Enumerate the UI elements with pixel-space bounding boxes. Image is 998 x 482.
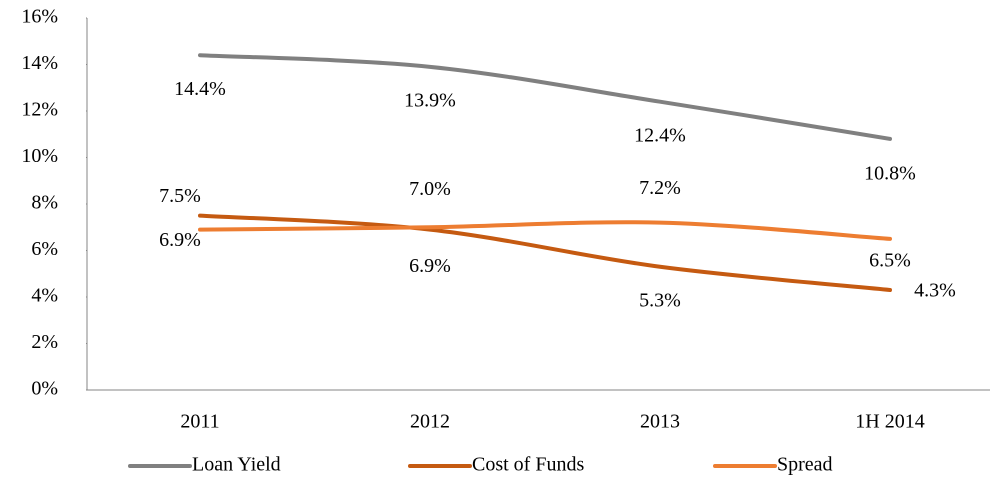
data-label: 10.8% <box>864 162 916 184</box>
y-tick-label: 8% <box>31 192 58 214</box>
y-tick-label: 14% <box>21 52 58 74</box>
y-tick-label: 2% <box>31 331 58 353</box>
x-tick-label: 2013 <box>640 411 680 433</box>
data-label: 6.5% <box>869 249 911 271</box>
legend-label: Cost of Funds <box>472 454 584 476</box>
data-label: 4.3% <box>914 280 956 302</box>
legend-label: Spread <box>777 454 833 476</box>
y-tick-label: 6% <box>31 238 58 260</box>
data-label: 5.3% <box>639 289 681 311</box>
series-line <box>198 213 892 293</box>
x-tick-label: 2011 <box>180 411 219 433</box>
data-label: 6.9% <box>159 229 201 251</box>
series-line <box>198 220 892 241</box>
data-label: 6.9% <box>409 255 451 277</box>
data-label: 13.9% <box>404 89 456 111</box>
data-label: 7.2% <box>639 177 681 199</box>
y-tick-label: 0% <box>31 378 58 400</box>
y-tick-label: 16% <box>21 6 58 28</box>
data-label: 7.0% <box>409 178 451 200</box>
y-tick-label: 12% <box>21 99 58 121</box>
y-tick-label: 4% <box>31 285 58 307</box>
x-tick-label: 2012 <box>410 411 450 433</box>
x-tick-label: 1H 2014 <box>855 411 924 433</box>
series-line <box>198 53 892 141</box>
y-tick-label: 10% <box>21 145 58 167</box>
data-label: 12.4% <box>634 124 686 146</box>
data-label: 7.5% <box>159 185 201 207</box>
data-label: 14.4% <box>174 78 226 100</box>
legend-label: Loan Yield <box>192 454 281 476</box>
